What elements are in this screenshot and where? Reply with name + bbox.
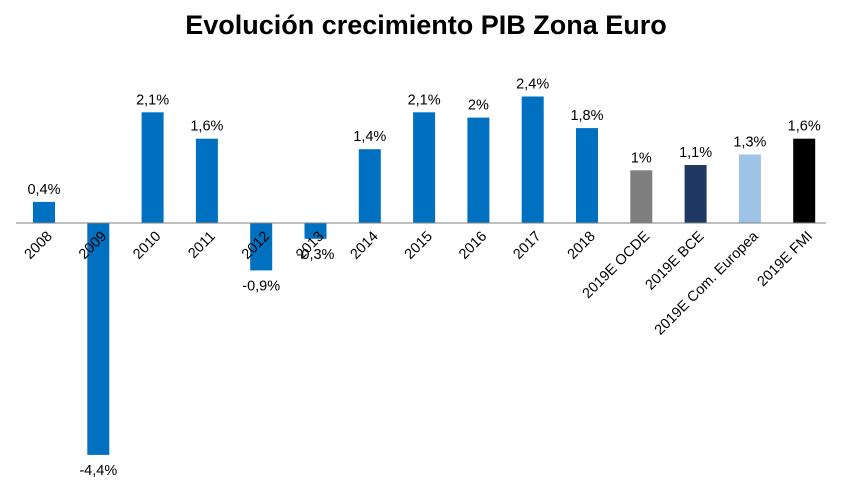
data-label: -0,9% (242, 278, 280, 294)
bar-2014 (358, 149, 381, 223)
bar-2016 (467, 117, 490, 223)
data-label: 1,1% (679, 145, 712, 161)
bar-2019e-ocde (630, 170, 653, 223)
x-tick-label: 2019E FMI (755, 229, 816, 290)
x-tick-label: 2019E Com. Europea (652, 228, 763, 339)
bar-2015 (413, 112, 436, 223)
bar-2010 (141, 112, 164, 223)
bar-2019e-bce (684, 165, 707, 223)
data-label: 1,3% (733, 135, 766, 151)
x-tick-label: 2010 (130, 229, 164, 263)
bar-2018 (576, 128, 598, 223)
data-label: 1,6% (190, 119, 223, 135)
data-label: 1,8% (570, 108, 603, 124)
bar-2008 (33, 201, 55, 223)
x-tick-label: 2015 (402, 229, 436, 263)
bar-2012 (250, 223, 273, 271)
data-label: 2% (468, 98, 489, 114)
data-label: 1,4% (353, 129, 386, 145)
data-label: 1,6% (788, 119, 821, 135)
x-tick-label: 2008 (22, 229, 56, 263)
bar-2019e-com-europea (738, 154, 761, 223)
data-label: 1% (631, 150, 652, 166)
bar-2011 (195, 138, 218, 223)
tick-labels-group: 2008 2009 2010 2011 2012 2013 2014 2015 2016 2017… (22, 228, 816, 339)
data-label: 2,4% (516, 77, 549, 93)
x-tick-label: 2017 (510, 229, 544, 263)
x-tick-label: 2018 (565, 229, 599, 263)
bar-2013 (304, 223, 327, 239)
data-label: 2,1% (408, 92, 441, 108)
x-tick-label: 2014 (347, 229, 381, 263)
data-label: 2,1% (136, 92, 169, 108)
x-tick-label: 2011 (185, 229, 218, 262)
data-label: -0,3% (297, 247, 335, 263)
chart-title: Evolución crecimiento PIB Zona Euro (185, 10, 667, 40)
data-label: 0,4% (27, 182, 60, 198)
x-tick-label: 2016 (456, 229, 490, 263)
bar-2009 (87, 223, 110, 455)
data-label: -4,4% (79, 463, 117, 479)
data-labels-group: 0,4% -4,4% 2,1% 1,6% -0,9% -0,3% 1,4% 2,1% 2% 2,4… (27, 77, 820, 479)
bar-2017 (521, 96, 544, 223)
bars-group (33, 96, 816, 455)
bar-2019e-fmi (793, 138, 816, 223)
